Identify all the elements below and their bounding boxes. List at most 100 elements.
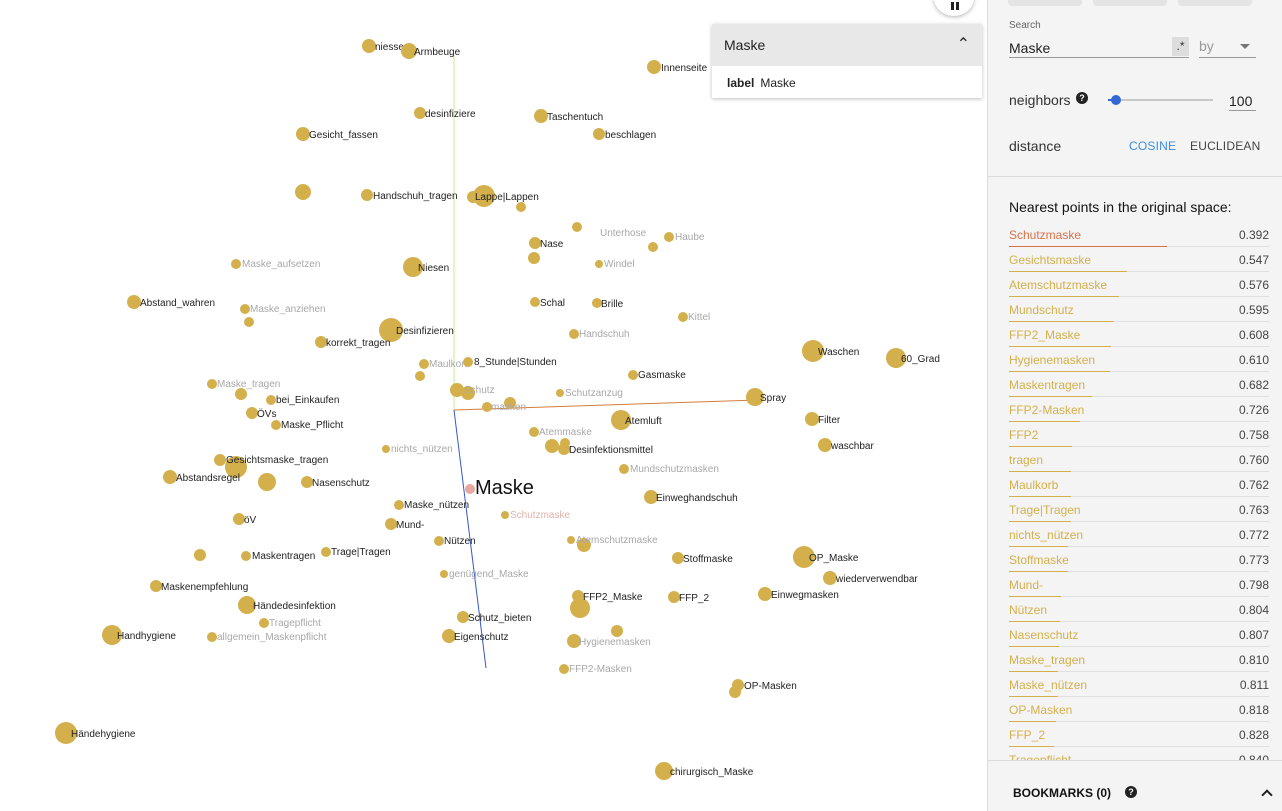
data-point[interactable] [296,127,310,141]
nearest-point-label[interactable]: Mund- [1009,578,1044,592]
nearest-point-row[interactable]: tragen 0.760 [1009,447,1269,472]
top-button-1[interactable] [1008,0,1082,6]
nearest-point-label[interactable]: Maske_tragen [1009,653,1086,667]
nearest-point-label[interactable]: Nasenschutz [1009,628,1079,642]
data-point[interactable] [534,109,548,123]
data-point[interactable] [385,518,397,530]
nearest-point-row[interactable]: FFP2-Masken 0.726 [1009,397,1269,422]
nearest-point-row[interactable]: Gesichtsmaske 0.547 [1009,247,1269,272]
data-point[interactable] [655,762,673,780]
top-button-2[interactable] [1093,0,1167,6]
nearest-point-label[interactable]: Trage|Tragen [1009,503,1081,517]
data-point[interactable] [442,629,456,643]
nearest-point-label[interactable]: Stoffmaske [1009,553,1069,567]
data-point[interactable] [572,222,582,232]
data-point[interactable] [593,128,605,140]
search-by-select[interactable]: by [1199,38,1256,58]
distance-euclidean-tab[interactable]: EUCLIDEAN [1190,139,1261,153]
data-point[interactable] [315,336,327,348]
nearest-point-row[interactable]: Schutzmaske 0.392 [1009,222,1269,247]
neighbors-slider-track[interactable] [1108,99,1213,101]
data-point[interactable] [668,591,680,603]
data-point[interactable] [271,420,281,430]
nearest-point-row[interactable]: Maulkorb 0.762 [1009,472,1269,497]
nearest-point-label[interactable]: FFP_2 [1009,728,1046,742]
data-point[interactable] [194,549,206,561]
data-point[interactable] [266,395,276,405]
nearest-point-label[interactable]: Schutzmaske [1009,228,1082,242]
nearest-point-row[interactable]: FFP2 0.758 [1009,422,1269,447]
nearest-point-label[interactable]: Atemschutzmaske [1009,278,1108,292]
nearest-points-list[interactable]: Schutzmaske 0.392 Gesichtsmaske 0.547 Atemsc… [1009,222,1269,760]
data-point[interactable] [379,318,403,342]
nearest-point-row[interactable]: Maske_nützen 0.811 [1009,672,1269,697]
data-point[interactable] [644,490,658,504]
projection-canvas[interactable]: niessen Armbeuge Innenseite desinfiziere Tas… [0,0,987,811]
data-point[interactable] [235,388,247,400]
data-point[interactable] [628,370,638,380]
data-point[interactable] [419,359,429,369]
question-icon[interactable]: ? [1125,786,1137,798]
data-point[interactable] [361,189,373,201]
data-point[interactable] [648,242,658,252]
chevron-up-icon[interactable]: ⌃ [956,36,970,53]
data-point[interactable] [238,596,256,614]
data-point[interactable] [672,552,684,564]
nearest-point-label[interactable]: Hygienemasken [1009,353,1096,367]
data-point[interactable] [415,371,425,381]
data-point[interactable] [207,379,217,389]
data-point[interactable] [664,232,674,242]
data-point[interactable] [127,295,141,309]
data-point[interactable] [450,383,464,397]
nearest-point-row[interactable]: Mundschutz 0.595 [1009,297,1269,322]
data-point[interactable] [258,473,276,491]
data-point[interactable] [225,456,247,478]
data-point[interactable] [231,259,241,269]
data-point[interactable] [482,402,492,412]
data-point[interactable] [382,445,390,453]
data-point[interactable] [732,679,744,691]
top-button-3[interactable] [1178,0,1252,6]
data-point[interactable] [530,297,540,307]
data-point[interactable] [611,625,623,637]
nearest-point-row[interactable]: Nasenschutz 0.807 [1009,622,1269,647]
data-point[interactable] [414,107,426,119]
chevron-up-icon[interactable] [1261,789,1273,801]
nearest-point-label[interactable]: FFP2-Masken [1009,403,1085,417]
data-point[interactable] [558,443,570,455]
data-point[interactable] [362,39,376,53]
data-point[interactable] [569,329,579,339]
regex-toggle[interactable]: .* [1172,37,1189,56]
nearest-point-label[interactable]: OP-Masken [1009,703,1073,717]
data-point[interactable] [802,340,824,362]
data-point[interactable] [259,618,269,628]
data-point[interactable] [102,625,122,645]
nearest-point-label[interactable]: FFP2_Maske [1009,328,1081,342]
nearest-point-label[interactable]: Mundschutz [1009,303,1074,317]
data-point[interactable] [246,407,258,419]
data-point[interactable] [611,410,631,430]
data-point[interactable] [619,464,629,474]
bookmarks-bar[interactable]: BOOKMARKS (0) ? [988,760,1282,811]
data-point[interactable] [818,438,832,452]
data-point[interactable] [516,202,526,212]
data-point[interactable] [394,500,404,510]
nearest-point-row[interactable]: Maske_tragen 0.810 [1009,647,1269,672]
nearest-point-row[interactable]: OP-Masken 0.818 [1009,697,1269,722]
data-point[interactable] [150,580,162,592]
data-point[interactable] [244,317,254,327]
nearest-point-label[interactable]: Nützen [1009,603,1048,617]
data-point[interactable] [556,389,564,397]
nearest-point-row[interactable]: Stoffmaske 0.773 [1009,547,1269,572]
data-point[interactable] [592,298,602,308]
data-point[interactable] [746,388,764,406]
canvas-menu-button[interactable] [934,0,974,16]
nearest-point-row[interactable]: Atemschutzmaske 0.576 [1009,272,1269,297]
data-point[interactable] [207,632,217,642]
data-point[interactable] [577,538,591,552]
nearest-point-label[interactable]: Maulkorb [1009,478,1059,492]
data-point[interactable] [473,185,495,207]
nearest-point-label[interactable]: Tragepflicht [1009,753,1072,760]
data-point[interactable] [559,664,569,674]
nearest-point-row[interactable]: Trage|Tragen 0.763 [1009,497,1269,522]
